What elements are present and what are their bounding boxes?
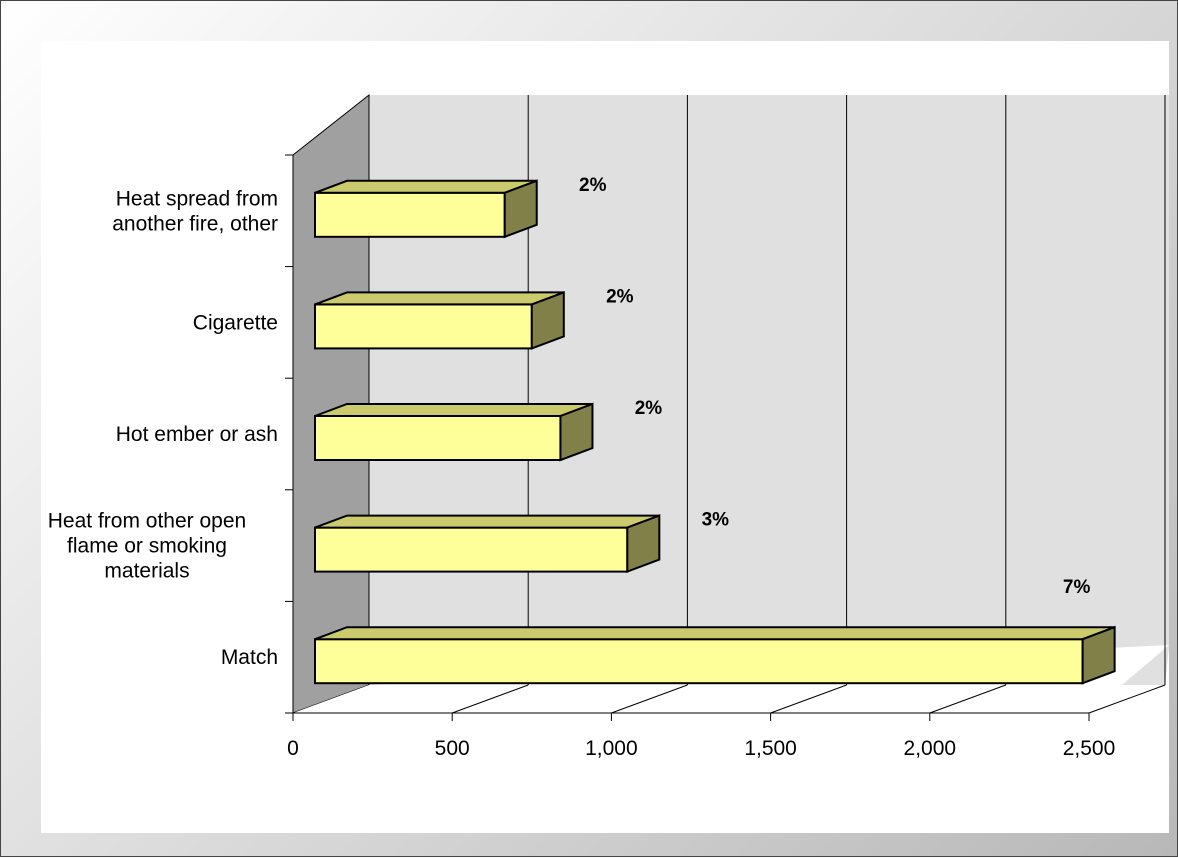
bar[interactable] xyxy=(314,303,533,350)
bar[interactable] xyxy=(314,638,1084,685)
floor-gridline xyxy=(1088,684,1166,714)
bar-side xyxy=(503,179,538,239)
bar-top xyxy=(314,626,1115,641)
bar[interactable] xyxy=(314,415,562,461)
data-label: 7% xyxy=(1063,577,1091,598)
x-tick-label: 0 xyxy=(287,737,299,760)
category-label: Heat spread from another fire, other xyxy=(112,187,278,235)
bar-side xyxy=(530,290,565,350)
category-label: Hot ember or ash xyxy=(116,423,278,446)
bar-top xyxy=(314,514,660,529)
data-label: 3% xyxy=(702,510,730,531)
bar-top xyxy=(314,291,565,306)
bar-side xyxy=(559,402,594,462)
x-tick-label: 2,000 xyxy=(904,737,957,760)
category-label: Cigarette xyxy=(193,311,278,334)
x-tick-label: 1,000 xyxy=(585,737,638,760)
data-label: 2% xyxy=(635,398,663,419)
bar-top xyxy=(314,403,593,417)
floor-gridline xyxy=(770,684,847,714)
floor-gridline xyxy=(929,684,1006,714)
bar[interactable] xyxy=(314,526,629,573)
bar-side xyxy=(626,514,661,574)
x-tick-label: 2,500 xyxy=(1063,737,1116,760)
bar-top xyxy=(314,179,538,194)
floor-gridline xyxy=(611,684,688,714)
category-label: Heat from other open flame or smoking mate… xyxy=(48,510,246,583)
bar[interactable] xyxy=(314,191,506,238)
bar-side xyxy=(1081,625,1116,685)
x-tick-label: 500 xyxy=(435,737,470,760)
category-label: Match xyxy=(221,646,278,669)
data-label: 2% xyxy=(606,286,634,307)
floor-gridline xyxy=(452,684,529,714)
x-tick-label: 1,500 xyxy=(744,737,797,760)
data-label: 2% xyxy=(579,175,607,196)
